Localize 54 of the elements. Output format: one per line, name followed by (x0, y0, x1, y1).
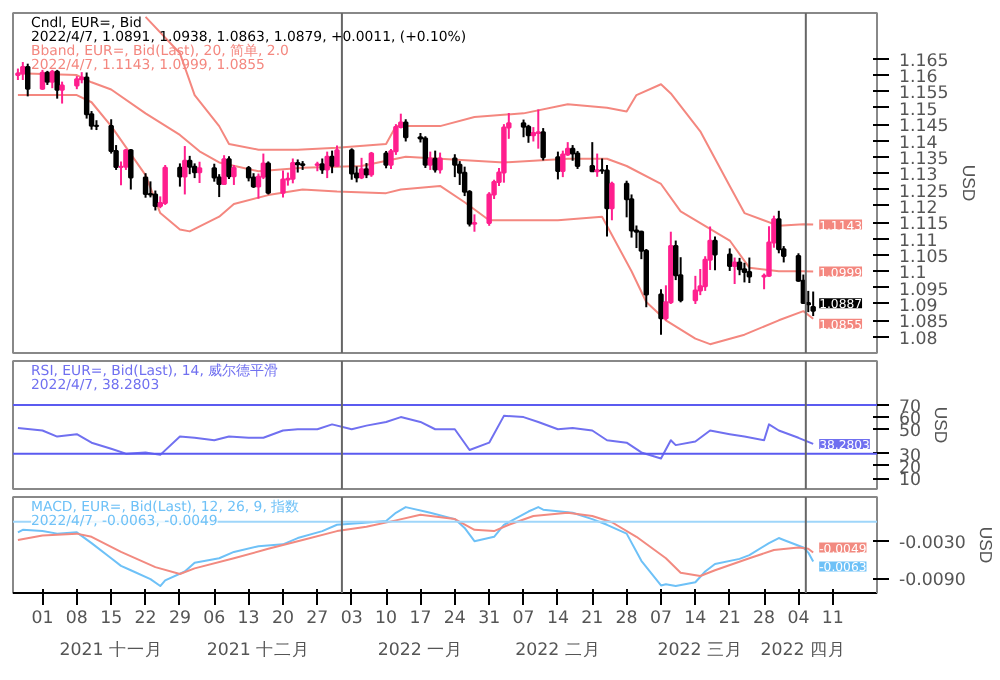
y-tick-label: 1.125 (899, 182, 949, 203)
x-tick-label: 11 (821, 609, 844, 629)
x-tick-label: 28 (753, 609, 776, 629)
x-tick-label: 01 (31, 609, 54, 629)
x-tick-label: 14 (684, 609, 708, 629)
y-tick-label: 1.165 (899, 51, 949, 72)
y-tick-label: 1.15 (899, 100, 938, 121)
x2-tick-label: 2022 四月 (760, 641, 847, 661)
y-axis-title: USD (975, 526, 996, 564)
x-tick-label: 07 (649, 609, 673, 629)
y-tick-label: 1.14 (899, 133, 939, 154)
x-tick-label: 22 (134, 609, 157, 629)
x-tick-label: 03 (340, 609, 363, 629)
y-tick-label: -0.0090 (899, 571, 966, 592)
x2-tick-label: 2022 三月 (657, 641, 744, 661)
y-tick-label: 50 (899, 422, 922, 443)
x-tick-label: 21 (718, 609, 741, 629)
y-tick-label: 1.12 (899, 198, 938, 219)
x-tick-label: 06 (203, 609, 226, 629)
y-tick-label: 10 (899, 471, 922, 492)
x-tick-label: 28 (615, 609, 638, 629)
x-tick-label: 27 (306, 609, 329, 629)
x2-tick-label: 2021 十一月 (59, 639, 163, 661)
y-tick-label: 1.13 (899, 166, 938, 187)
x-tick-label: 31 (478, 609, 501, 629)
x-tick-label: 13 (237, 609, 260, 629)
x2-tick-label: 2022 二月 (515, 641, 601, 661)
x-tick-label: 04 (787, 609, 811, 629)
x-tick-label: 14 (546, 609, 570, 629)
y-tick-label: 1.08 (899, 329, 938, 350)
x-tick-label: 29 (168, 609, 191, 629)
y-axis-title: USD (931, 406, 952, 444)
y-tick-label: 1.145 (899, 117, 949, 138)
y-tick-label: 1.1 (899, 264, 927, 285)
y-tick-label: 1.11 (899, 231, 938, 252)
x-tick-label: 20 (271, 609, 295, 629)
y-axis-title: USD (958, 164, 979, 202)
y-tick-label: 1.09 (899, 296, 938, 317)
x-tick-label: 15 (100, 609, 123, 629)
x-tick-label: 08 (65, 609, 88, 629)
y-tick-label: 1.135 (899, 149, 949, 170)
y-tick-label: 1.115 (899, 215, 949, 236)
x-tick-label: 10 (375, 609, 398, 629)
y-tick-label: 1.105 (899, 247, 949, 268)
y-tick-label: -0.0030 (899, 533, 966, 554)
y-tick-label: 1.085 (899, 313, 949, 334)
x-tick-label: 17 (409, 609, 432, 629)
x-tick-label: 24 (443, 609, 467, 629)
y-tick-label: 1.155 (899, 84, 949, 105)
y-tick-label: 1.095 (899, 280, 949, 301)
x-tick-label: 21 (581, 609, 604, 629)
x2-tick-label: 2022 一月 (377, 641, 464, 661)
x2-tick-label: 2021 十二月 (206, 639, 311, 661)
x-tick-label: 07 (512, 609, 535, 629)
